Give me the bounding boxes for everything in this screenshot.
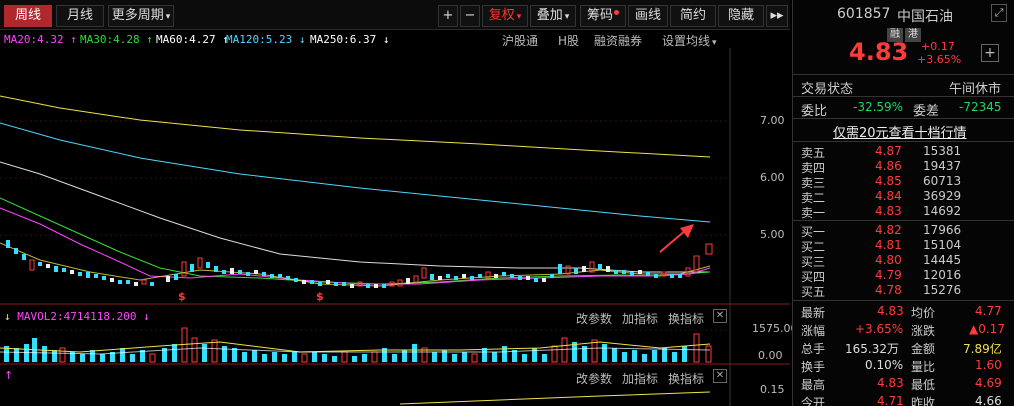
price-change: +0.17: [921, 40, 955, 53]
price-axis-label: 6.00: [760, 171, 785, 184]
volume-label: ↓ MAVOL2:4714118.200 ↓: [4, 310, 150, 323]
caret-down-icon: ▾: [712, 38, 717, 48]
tab-monthly[interactable]: 月线: [56, 5, 104, 27]
caret-down-icon: ▾: [564, 12, 570, 22]
divider: [793, 74, 1014, 75]
notification-dot-icon: [614, 10, 619, 15]
stat-row: 最新 4.83 均价 4.77: [801, 304, 1002, 320]
price-axis-label: 5.00: [760, 228, 785, 241]
fuquan-dropdown[interactable]: 复权 ▾: [482, 5, 528, 27]
ask-row: 卖一 4.83 14692: [801, 204, 962, 220]
volume-add-indicator[interactable]: 加指标: [622, 312, 659, 326]
margin-tag: 融: [887, 28, 903, 42]
draw-line-button[interactable]: 画线: [628, 5, 668, 27]
expand-icon[interactable]: ⤢: [991, 4, 1007, 22]
hk-tag: 港: [905, 28, 921, 42]
indicator-axis-label: 0.15: [760, 383, 785, 396]
volume-bars: [4, 327, 712, 363]
indicator-add-indicator[interactable]: 加指标: [622, 372, 659, 386]
chip-label: 筹码: [586, 8, 613, 23]
indicator-close-icon[interactable]: ✕: [713, 369, 727, 383]
kline-chart[interactable]: [0, 48, 790, 406]
link-h-share[interactable]: H股: [558, 34, 580, 48]
volume-axis-label: 0.00: [758, 349, 783, 362]
last-price: 4.83: [849, 38, 909, 66]
candlesticks: [6, 240, 713, 288]
caret-down-icon: ▾: [165, 12, 171, 22]
divider: [793, 118, 1014, 119]
stat-row: 最高 4.83 最低 4.69: [801, 376, 1002, 392]
indicator-change-indicator[interactable]: 换指标: [668, 372, 705, 386]
fuquan-label: 复权: [488, 8, 515, 23]
upsell-link[interactable]: 仅需20元查看十档行情: [833, 126, 967, 141]
caret-down-icon: ▾: [516, 12, 522, 22]
ma30-value: MA30:4.28 ↑: [80, 33, 153, 46]
tab-weekly[interactable]: 周线: [4, 5, 52, 27]
ma-settings-dropdown[interactable]: 设置均线 ▾: [662, 34, 717, 48]
more-period-dropdown[interactable]: 更多周期 ▾: [108, 5, 174, 27]
ask-row: 卖四 4.86 19437: [801, 159, 962, 175]
ask-row: 卖二 4.84 36929: [801, 189, 962, 205]
volume-change-indicator[interactable]: 换指标: [668, 312, 705, 326]
arrow-annotation: [659, 224, 694, 253]
price-change-pct: +3.65%: [917, 53, 962, 66]
stat-row: 总手 165.32万 金额 7.89亿: [801, 342, 1002, 356]
divider: [793, 300, 1014, 301]
event-marker[interactable]: $: [316, 290, 324, 303]
divider: [793, 220, 1014, 221]
ma60-value: MA60:4.27 ↑: [156, 33, 229, 46]
quote-panel: 601857 中国石油 ⤢ 融 港 4.83 +0.17 +3.65% + 交易…: [792, 0, 1014, 406]
ma120-value: MA120:5.23 ↓: [226, 33, 306, 46]
indicator-edit-params[interactable]: 改参数: [576, 372, 613, 386]
stat-row: 涨幅 +3.65% 涨跌 ▲0.17: [801, 322, 1005, 338]
bid-row: 买四 4.79 12016: [801, 268, 962, 284]
volume-edit-params[interactable]: 改参数: [576, 312, 613, 326]
chip-distribution-button[interactable]: 筹码: [580, 5, 626, 27]
stock-name: 中国石油: [897, 9, 953, 25]
indicator-arrow-icon: ↑: [4, 369, 14, 382]
ask-row: 卖三 4.85 60713: [801, 174, 962, 190]
ma20-value: MA20:4.32 ↑: [4, 33, 77, 46]
add-watchlist-button[interactable]: +: [981, 44, 999, 62]
bid-row: 买二 4.81 15104: [801, 238, 962, 254]
link-margin-trading[interactable]: 融资融券: [594, 34, 643, 48]
volume-close-icon[interactable]: ✕: [713, 309, 727, 323]
bid-row: 买五 4.78 15276: [801, 283, 962, 299]
volume-axis-label: 1575.00: [752, 322, 798, 335]
zoom-out-button[interactable]: −: [460, 5, 480, 27]
zoom-in-button[interactable]: +: [438, 5, 458, 27]
expand-right-icon[interactable]: ▸▸: [766, 5, 788, 27]
bid-row: 买一 4.82 17966: [801, 223, 962, 239]
ask-row: 卖五 4.87 15381: [801, 144, 962, 160]
overlay-label: 叠加: [536, 8, 563, 23]
event-marker[interactable]: $: [178, 290, 186, 303]
weibi-value: -32.59%: [853, 100, 904, 114]
weicha-value: -72345: [959, 100, 1002, 114]
stat-row: 今开 4.71 昨收 4.66: [801, 394, 1002, 406]
weibi-label: 委比: [801, 104, 828, 119]
overlay-dropdown[interactable]: 叠加 ▾: [530, 5, 576, 27]
trade-status-value: 午间休市: [949, 82, 1002, 97]
divider: [793, 141, 1014, 142]
link-hugutong[interactable]: 沪股通: [502, 34, 539, 48]
price-axis-label: 7.00: [760, 114, 785, 127]
weicha-label: 委差: [913, 104, 940, 119]
bid-row: 买三 4.80 14445: [801, 253, 962, 269]
hide-button[interactable]: 隐藏: [718, 5, 764, 27]
chart-toolbar: 周线 月线 更多周期 ▾ + − 复权 ▾ 叠加 ▾ 筹码 画线 简约 隐藏 ▸▸: [0, 0, 790, 30]
simple-mode-button[interactable]: 简约: [670, 5, 716, 27]
divider: [793, 96, 1014, 97]
ma-legend: MA20:4.32 ↑ MA30:4.28 ↑ MA60:4.27 ↑ MA12…: [0, 30, 730, 48]
ma250-value: MA250:6.37 ↓: [310, 33, 390, 46]
stat-row: 换手 0.10% 量比 1.60: [801, 358, 1002, 374]
stock-code: 601857: [837, 6, 891, 22]
trade-status-label: 交易状态: [801, 82, 854, 97]
more-period-label: 更多周期: [111, 8, 164, 23]
